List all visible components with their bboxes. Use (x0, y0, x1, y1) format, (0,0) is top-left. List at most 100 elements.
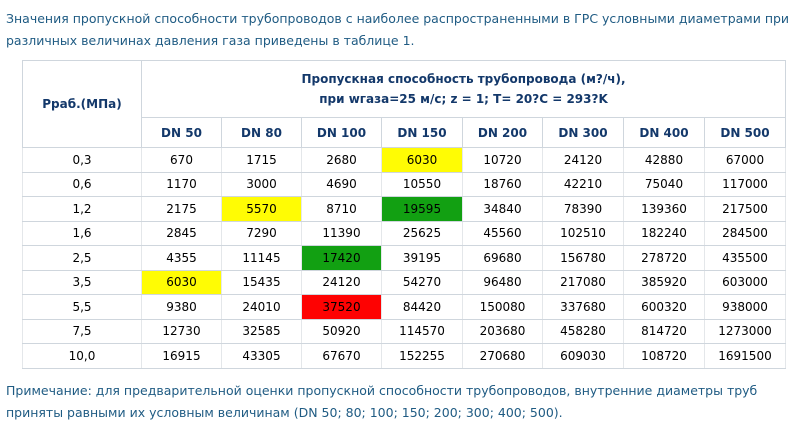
capacity-cell: 54270 (381, 269, 463, 295)
capacity-cell: 139360 (623, 196, 705, 222)
capacity-cell: 39195 (381, 245, 463, 271)
capacity-cell: 278720 (623, 245, 705, 271)
capacity-cell: 284500 (704, 220, 786, 246)
footnote-paragraph: Примечание: для предварительной оценки п… (6, 383, 758, 420)
capacity-cell: 609030 (542, 343, 624, 369)
capacity-cell: 12730 (141, 318, 222, 344)
capacity-cell: 42880 (623, 147, 705, 173)
capacity-cell: 4355 (141, 245, 222, 271)
table-row: 0,3 670 1715 2680 6030 10720 24120 42880… (22, 147, 786, 173)
capacity-cell: 11390 (301, 220, 382, 246)
column-header: DN 500 (704, 117, 786, 148)
column-header: DN 300 (542, 117, 624, 148)
capacity-cell: 117000 (704, 171, 786, 197)
column-header: DN 50 (141, 117, 222, 148)
capacity-cell: 2680 (301, 147, 382, 173)
capacity-cell: 150080 (462, 294, 543, 320)
capacity-cell: 67670 (301, 343, 382, 369)
capacity-cell: 1691500 (704, 343, 786, 369)
column-header: DN 400 (623, 117, 705, 148)
capacity-cell: 24120 (301, 269, 382, 295)
capacity-cell: 7290 (221, 220, 302, 246)
highlighted-capacity-cell-red: 37520 (301, 294, 382, 320)
capacity-cell: 16915 (141, 343, 222, 369)
table-row: 3,5 6030 15435 24120 54270 96480 217080 … (22, 269, 786, 295)
capacity-cell: 182240 (623, 220, 705, 246)
capacity-cell: 2175 (141, 196, 222, 222)
capacity-cell: 43305 (221, 343, 302, 369)
capacity-cell: 156780 (542, 245, 624, 271)
table-row: 2,5 4355 11145 17420 39195 69680 156780 … (22, 245, 786, 271)
capacity-cell: 18760 (462, 171, 543, 197)
capacity-cell: 938000 (704, 294, 786, 320)
highlighted-capacity-cell-yellow: 6030 (381, 147, 463, 173)
capacity-cell: 9380 (141, 294, 222, 320)
capacity-cell: 42210 (542, 171, 624, 197)
capacity-cell: 814720 (623, 318, 705, 344)
capacity-cell: 50920 (301, 318, 382, 344)
capacity-cell: 4690 (301, 171, 382, 197)
table-row: 10,0 16915 43305 67670 152255 270680 609… (22, 343, 786, 369)
capacity-cell: 435500 (704, 245, 786, 271)
capacity-cell: 1170 (141, 171, 222, 197)
capacity-cell: 24120 (542, 147, 624, 173)
capacity-cell: 385920 (623, 269, 705, 295)
capacity-table: Рраб.(МПа) Пропускная способность трубоп… (22, 60, 786, 369)
capacity-cell: 45560 (462, 220, 543, 246)
pressure-cell: 1,2 (22, 196, 142, 222)
pressure-cell: 0,6 (22, 171, 142, 197)
column-header: DN 200 (462, 117, 543, 148)
capacity-cell: 69680 (462, 245, 543, 271)
pressure-cell: 3,5 (22, 269, 142, 295)
pressure-column-header: Рраб.(МПа) (22, 60, 142, 148)
capacity-cell: 25625 (381, 220, 463, 246)
capacity-cell: 84420 (381, 294, 463, 320)
capacity-cell: 96480 (462, 269, 543, 295)
pressure-cell: 10,0 (22, 343, 142, 369)
pressure-cell: 2,5 (22, 245, 142, 271)
capacity-cell: 152255 (381, 343, 463, 369)
caption-line-1: Пропускная способность трубопровода (м?/… (301, 72, 626, 86)
capacity-cell: 24010 (221, 294, 302, 320)
highlighted-capacity-cell-green: 17420 (301, 245, 382, 271)
capacity-cell: 102510 (542, 220, 624, 246)
capacity-cell: 10550 (381, 171, 463, 197)
capacity-cell: 603000 (704, 269, 786, 295)
pressure-cell: 0,3 (22, 147, 142, 173)
table-row: 1,2 2175 5570 8710 19595 34840 78390 139… (22, 196, 786, 222)
table-row: 7,5 12730 32585 50920 114570 203680 4582… (22, 318, 786, 344)
intro-paragraph: Значения пропускной способности трубопро… (6, 11, 790, 48)
capacity-cell: 8710 (301, 196, 382, 222)
capacity-cell: 337680 (542, 294, 624, 320)
highlighted-capacity-cell-green: 19595 (381, 196, 463, 222)
capacity-cell: 114570 (381, 318, 463, 344)
table-row: 5,5 9380 24010 37520 84420 150080 337680… (22, 294, 786, 320)
pressure-cell: 7,5 (22, 318, 142, 344)
capacity-cell: 10720 (462, 147, 543, 173)
column-header: DN 100 (301, 117, 382, 148)
pressure-cell: 1,6 (22, 220, 142, 246)
dn-header-row: DN 50 DN 80 DN 100 DN 150 DN 200 DN 300 … (23, 117, 786, 148)
highlighted-capacity-cell-yellow: 6030 (141, 269, 222, 295)
table-row: 0,6 1170 3000 4690 10550 18760 42210 750… (22, 171, 786, 197)
caption-line-2: при wгаза=25 м/с; z = 1; T= 20?C = 293?K (319, 92, 608, 106)
pressure-cell: 5,5 (22, 294, 142, 320)
capacity-cell: 78390 (542, 196, 624, 222)
column-header: DN 150 (381, 117, 463, 148)
capacity-cell: 600320 (623, 294, 705, 320)
capacity-cell: 203680 (462, 318, 543, 344)
highlighted-capacity-cell-yellow: 5570 (221, 196, 302, 222)
capacity-cell: 75040 (623, 171, 705, 197)
capacity-cell: 15435 (221, 269, 302, 295)
capacity-cell: 1273000 (704, 318, 786, 344)
table-row: 1,6 2845 7290 11390 25625 45560 102510 1… (22, 220, 786, 246)
capacity-cell: 3000 (221, 171, 302, 197)
column-header: DN 80 (221, 117, 302, 148)
capacity-cell: 670 (141, 147, 222, 173)
capacity-cell: 1715 (221, 147, 302, 173)
capacity-cell: 67000 (704, 147, 786, 173)
capacity-cell: 458280 (542, 318, 624, 344)
capacity-cell: 34840 (462, 196, 543, 222)
capacity-cell: 217080 (542, 269, 624, 295)
capacity-cell: 108720 (623, 343, 705, 369)
